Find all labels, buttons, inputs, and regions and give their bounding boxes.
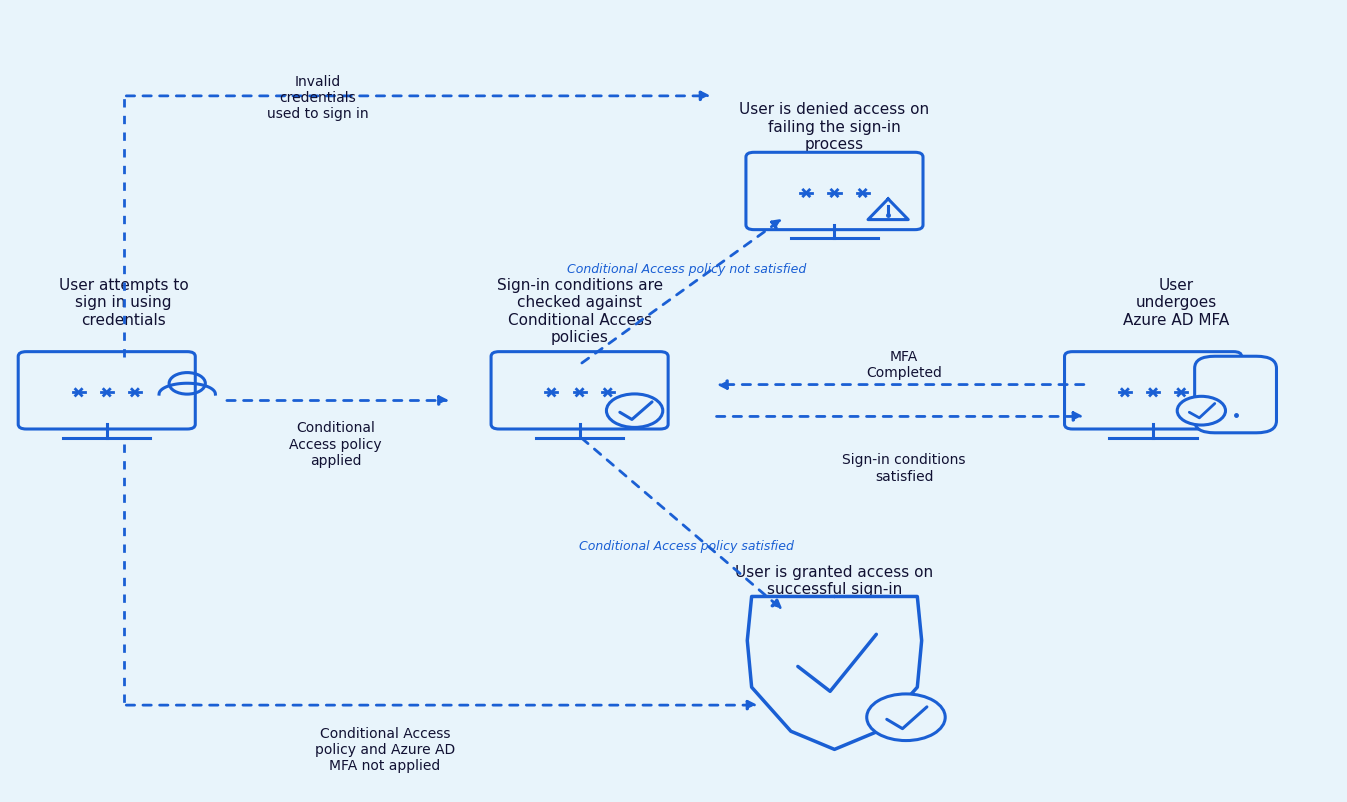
FancyBboxPatch shape <box>1195 357 1277 433</box>
Text: User attempts to
sign in using
credentials: User attempts to sign in using credentia… <box>59 277 189 327</box>
Text: Conditional Access policy not satisfied: Conditional Access policy not satisfied <box>567 263 807 276</box>
Text: Invalid
credentials
used to sign in: Invalid credentials used to sign in <box>267 75 369 121</box>
Text: Conditional Access
policy and Azure AD
MFA not applied: Conditional Access policy and Azure AD M… <box>315 726 455 772</box>
Polygon shape <box>867 200 908 221</box>
Text: MFA
Completed: MFA Completed <box>866 349 942 379</box>
Text: Sign-in conditions are
checked against
Conditional Access
policies: Sign-in conditions are checked against C… <box>497 277 663 345</box>
Circle shape <box>606 395 663 428</box>
Text: User is denied access on
failing the sign-in
process: User is denied access on failing the sig… <box>740 103 929 152</box>
Text: User is granted access on
successful sign-in: User is granted access on successful sig… <box>735 565 933 597</box>
Circle shape <box>866 694 946 740</box>
Text: User
undergoes
Azure AD MFA: User undergoes Azure AD MFA <box>1123 277 1230 327</box>
Text: Conditional Access policy satisfied: Conditional Access policy satisfied <box>579 540 795 553</box>
Circle shape <box>1177 397 1226 426</box>
Text: Conditional
Access policy
applied: Conditional Access policy applied <box>290 421 381 468</box>
Text: Sign-in conditions
satisfied: Sign-in conditions satisfied <box>842 453 966 483</box>
